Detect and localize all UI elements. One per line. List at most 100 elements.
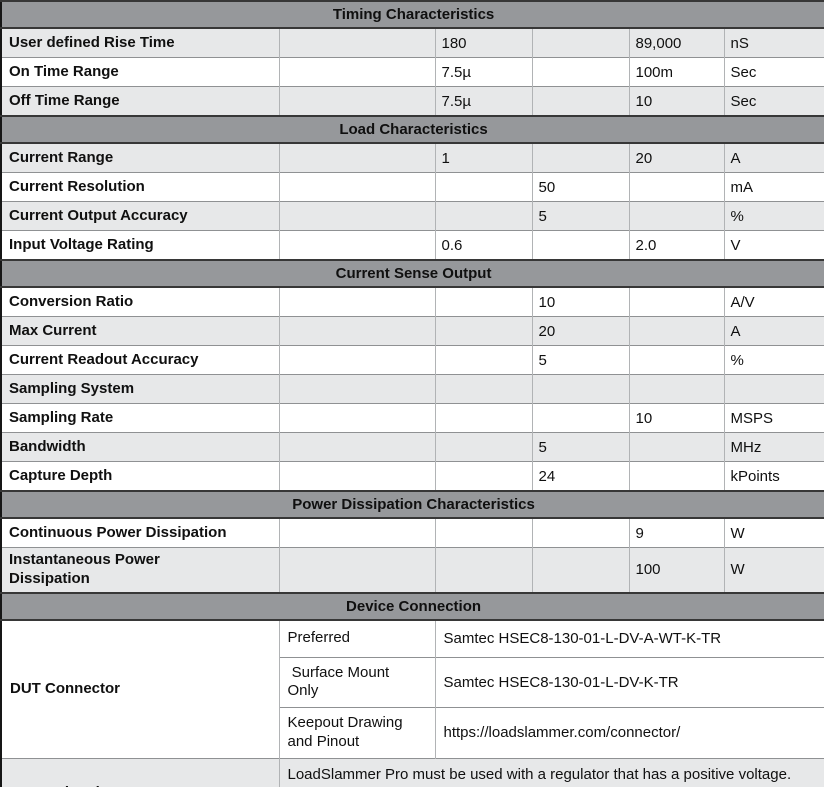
param-name-cell: Current Resolution	[1, 172, 280, 202]
value-cell	[279, 57, 436, 87]
param-name-cell: Current Range	[1, 142, 280, 173]
param-name-cell: Bandwidth	[1, 432, 280, 462]
value-cell: 89,000	[629, 27, 725, 58]
table-row: DUT Connector Preferred Samtec HSEC8-130-0…	[1, 619, 824, 758]
value-cell: 10	[629, 403, 725, 433]
value-cell: 7.5µ	[435, 57, 533, 87]
value-cell	[279, 374, 436, 404]
value-cell	[532, 27, 630, 58]
value-cell	[532, 142, 630, 173]
param-name-cell: Max Current	[1, 316, 280, 346]
unit-cell: V	[724, 230, 824, 260]
value-cell: 10	[532, 286, 630, 317]
section-header-row: Device Connection	[1, 591, 824, 621]
param-name: Non-Isolated	[9, 784, 234, 787]
unit-cell: A	[724, 142, 824, 173]
value-cell: 5	[532, 201, 630, 231]
param-name-cell: User defined Rise Time	[1, 27, 280, 58]
param-name-cell: Conversion Ratio	[1, 286, 280, 317]
section-header-row: Timing Characteristics	[1, 0, 824, 29]
connector-type-label: Keepout Drawing and Pinout	[287, 714, 407, 750]
param-name: Current Range	[9, 148, 114, 166]
param-name-cell: Current Readout Accuracy	[1, 345, 280, 375]
value-cell	[532, 547, 630, 593]
param-name: User defined Rise Time	[9, 33, 175, 51]
value-cell	[279, 27, 436, 58]
section-title: Device Connection	[1, 591, 824, 621]
value-cell	[279, 345, 436, 375]
param-name: DUT Connector	[10, 679, 120, 697]
unit-cell: A/V	[724, 286, 824, 317]
unit-cell: A	[724, 316, 824, 346]
table-row: User defined Rise Time 180 89,000 nS	[1, 27, 824, 58]
param-name: Continuous Power Dissipation	[9, 523, 227, 541]
section-title: Load Characteristics	[1, 115, 824, 144]
param-name: On Time Range	[9, 62, 119, 80]
value-cell	[279, 316, 436, 346]
connector-type-label: Surface Mount Only	[287, 663, 394, 700]
value-cell	[435, 316, 533, 346]
table-row: Surface Mount Only Samtec HSEC8-130-01-L-…	[1, 656, 824, 708]
table-row: Input Voltage Rating 0.6 2.0 V	[1, 230, 824, 260]
unit-cell: %	[724, 201, 824, 231]
unit-cell: nS	[724, 27, 824, 58]
unit-cell: kPoints	[724, 461, 824, 491]
value-cell	[279, 461, 436, 491]
value-cell	[435, 374, 533, 404]
value-cell	[629, 316, 725, 346]
value-cell: 100	[629, 547, 725, 593]
value-cell: 0.6	[435, 230, 533, 260]
param-name: Current Output Accuracy	[9, 206, 188, 224]
value-cell: 50	[532, 172, 630, 202]
value-cell	[629, 286, 725, 317]
value-cell	[629, 172, 725, 202]
value-cell	[435, 403, 533, 433]
value-cell	[435, 345, 533, 375]
value-cell: 7.5µ	[435, 86, 533, 116]
param-name-cell: Instantaneous Power Dissipation	[1, 547, 280, 593]
table-row: Current Readout Accuracy 5%	[1, 345, 824, 375]
value-cell	[435, 172, 533, 202]
param-name: Sampling System	[9, 379, 135, 397]
value-cell	[435, 286, 533, 317]
param-name-cell: DUT Connector	[1, 619, 280, 758]
unit-cell: MHz	[724, 432, 824, 462]
unit-cell: MSPS	[724, 403, 824, 433]
connector-type-cell: Preferred	[279, 619, 436, 657]
param-name-cell: Off Time Range	[1, 86, 280, 116]
unit-cell: mA	[724, 172, 824, 202]
value-cell	[629, 374, 725, 404]
value-cell	[279, 517, 436, 548]
value-cell: 2.0	[629, 230, 725, 260]
value-cell	[279, 201, 436, 231]
value-cell	[532, 403, 630, 433]
table-row: Sampling System	[1, 374, 824, 404]
connector-part-number: Samtec HSEC8-130-01-L-DV-K-TR	[435, 656, 824, 708]
table-row: Keepout Drawing and Pinout https://loadsl…	[1, 707, 824, 758]
value-cell	[279, 230, 436, 260]
section-title: Current Sense Output	[1, 259, 824, 288]
section-title: Power Dissipation Characteristics	[1, 490, 824, 519]
param-name-cell: Sampling System	[1, 374, 280, 404]
table-row: On Time Range 7.5µ 100m Sec	[1, 57, 824, 87]
param-name-cell: Current Output Accuracy	[1, 201, 280, 231]
value-cell	[532, 517, 630, 548]
value-cell	[435, 201, 533, 231]
connector-url-link[interactable]: https://loadslammer.com/connector/	[435, 707, 824, 758]
value-cell	[532, 230, 630, 260]
note-cell: LoadSlammer Pro must be used with a regu…	[279, 757, 824, 787]
value-cell	[435, 432, 533, 462]
param-name: Bandwidth	[9, 437, 86, 455]
param-name: Current Readout Accuracy	[9, 350, 199, 368]
param-name: Conversion Ratio	[9, 292, 134, 310]
connector-part-number: Samtec HSEC8-130-01-L-DV-A-WT-K-TR	[435, 619, 824, 657]
value-cell	[279, 142, 436, 173]
table-row: Current Resolution 50 mA	[1, 172, 824, 202]
param-name: Off Time Range	[9, 91, 120, 109]
value-cell: 20	[629, 142, 725, 173]
value-cell: 10	[629, 86, 725, 116]
value-cell	[435, 517, 533, 548]
value-cell	[279, 403, 436, 433]
value-cell: 5	[532, 432, 630, 462]
